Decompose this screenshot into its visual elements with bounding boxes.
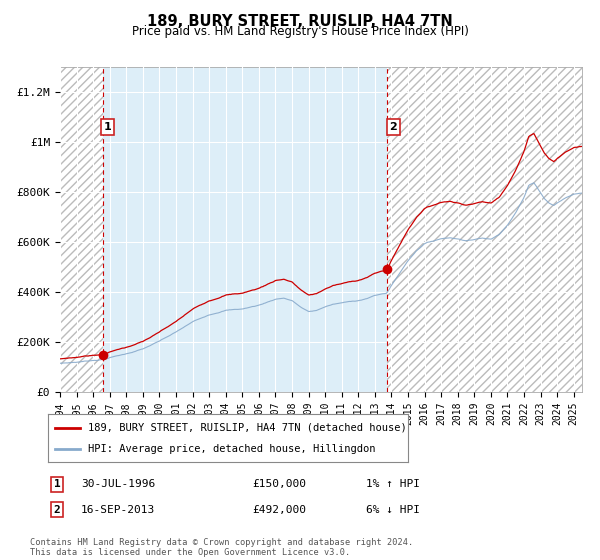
Text: 1: 1 [53,479,61,489]
Text: 16-SEP-2013: 16-SEP-2013 [81,505,155,515]
Text: £150,000: £150,000 [252,479,306,489]
Bar [60,67,103,392]
Text: £492,000: £492,000 [252,505,306,515]
Text: 189, BURY STREET, RUISLIP, HA4 7TN (detached house): 189, BURY STREET, RUISLIP, HA4 7TN (deta… [88,423,406,433]
Text: Contains HM Land Registry data © Crown copyright and database right 2024.
This d: Contains HM Land Registry data © Crown c… [30,538,413,557]
Text: 6% ↓ HPI: 6% ↓ HPI [366,505,420,515]
Text: HPI: Average price, detached house, Hillingdon: HPI: Average price, detached house, Hill… [88,444,375,454]
Text: 30-JUL-1996: 30-JUL-1996 [81,479,155,489]
Text: 2: 2 [53,505,61,515]
Text: Price paid vs. HM Land Registry's House Price Index (HPI): Price paid vs. HM Land Registry's House … [131,25,469,38]
Text: 1% ↑ HPI: 1% ↑ HPI [366,479,420,489]
Text: 1: 1 [104,122,112,132]
Text: 189, BURY STREET, RUISLIP, HA4 7TN: 189, BURY STREET, RUISLIP, HA4 7TN [147,14,453,29]
Bar [387,67,582,392]
Text: 2: 2 [389,122,397,132]
